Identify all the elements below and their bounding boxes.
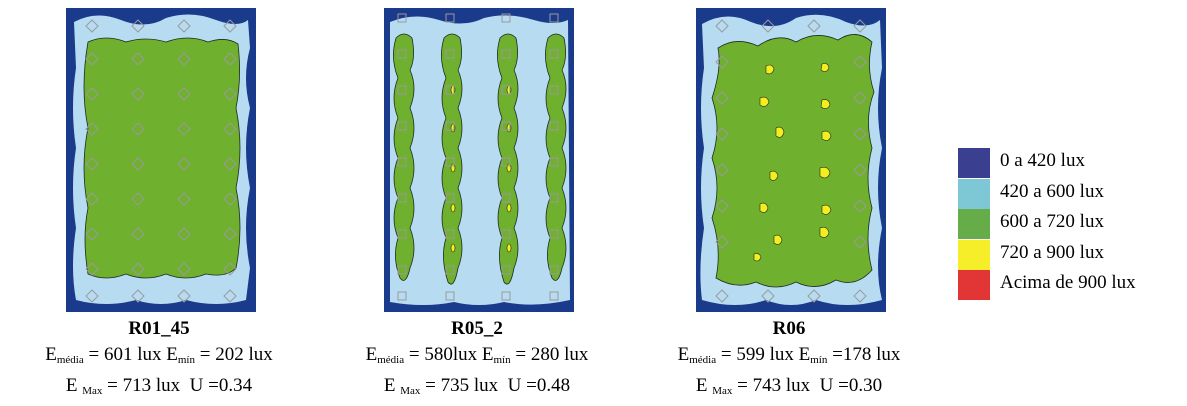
e-media-sub: média	[689, 354, 716, 366]
caption-r01-45: R01_45 Emédia = 601 lux Emín = 202 lux E…	[4, 316, 314, 404]
e-media-sub: média	[57, 354, 84, 366]
legend-swatch	[958, 240, 990, 270]
e-media-value: = 599 lux	[721, 344, 794, 365]
illuminance-map-r01-45	[66, 8, 256, 312]
e-max-symbol: E	[66, 375, 78, 396]
e-media-symbol: E	[45, 344, 57, 365]
caption-r05-2: R05_2 Emédia = 580lux Emín = 280 lux E M…	[322, 316, 632, 404]
caption-r06: R06 Emédia = 599 lux Emín =178 lux E Max…	[634, 316, 944, 404]
e-min-sub: mín	[810, 354, 827, 366]
stats-line-1: Emédia = 601 lux Emín = 202 lux	[4, 342, 314, 373]
e-max-sub: Max	[82, 385, 102, 397]
e-min-value: = 280 lux	[515, 344, 588, 365]
e-media-symbol: E	[366, 344, 378, 365]
stats-line-1: Emédia = 599 lux Emín =178 lux	[634, 342, 944, 373]
e-min-symbol: E	[166, 344, 178, 365]
legend-label: 0 a 420 lux	[1000, 150, 1085, 172]
e-max-symbol: E	[384, 375, 396, 396]
e-min-sub: mín	[178, 354, 195, 366]
e-max-value: = 713 lux	[107, 375, 180, 396]
stats-line-2: E Max = 713 lux U =0.34	[4, 373, 314, 404]
e-min-value: = 202 lux	[200, 344, 273, 365]
illuminance-map-r06	[696, 8, 886, 312]
panel-title: R06	[634, 316, 944, 342]
e-max-sub: Max	[400, 385, 420, 397]
e-min-value: =178 lux	[832, 344, 900, 365]
e-media-value: = 601 lux	[89, 344, 162, 365]
e-media-value: = 580lux	[409, 344, 477, 365]
e-max-value: = 735 lux	[425, 375, 498, 396]
e-max-symbol: E	[696, 375, 708, 396]
zone-420-600	[390, 15, 570, 305]
e-max-value: = 743 lux	[737, 375, 810, 396]
stats-line-2: E Max = 735 lux U =0.48	[322, 373, 632, 404]
stats-line-1: Emédia = 580lux Emín = 280 lux	[322, 342, 632, 373]
panel-title: R05_2	[322, 316, 632, 342]
legend-label: Acima de 900 lux	[1000, 272, 1136, 294]
zone-600-720	[84, 38, 240, 278]
illuminance-map-r05-2	[384, 8, 574, 312]
legend-label: 420 a 600 lux	[1000, 181, 1104, 203]
stats-line-2: E Max = 743 lux U =0.30	[634, 373, 944, 404]
uniformity-value: U =0.34	[190, 375, 252, 396]
e-media-symbol: E	[678, 344, 690, 365]
legend-label: 720 a 900 lux	[1000, 242, 1104, 264]
uniformity-value: U =0.30	[820, 375, 882, 396]
zone-600-720	[712, 34, 874, 287]
legend-swatch	[958, 148, 990, 178]
e-min-sub: mín	[493, 354, 510, 366]
e-media-sub: média	[377, 354, 404, 366]
legend-swatch	[958, 270, 990, 300]
panel-title: R01_45	[4, 316, 314, 342]
e-min-symbol: E	[482, 344, 494, 365]
e-min-symbol: E	[799, 344, 811, 365]
legend-swatch	[958, 209, 990, 239]
legend-swatch	[958, 179, 990, 209]
e-max-sub: Max	[712, 385, 732, 397]
legend-label: 600 a 720 lux	[1000, 211, 1104, 233]
uniformity-value: U =0.48	[508, 375, 570, 396]
